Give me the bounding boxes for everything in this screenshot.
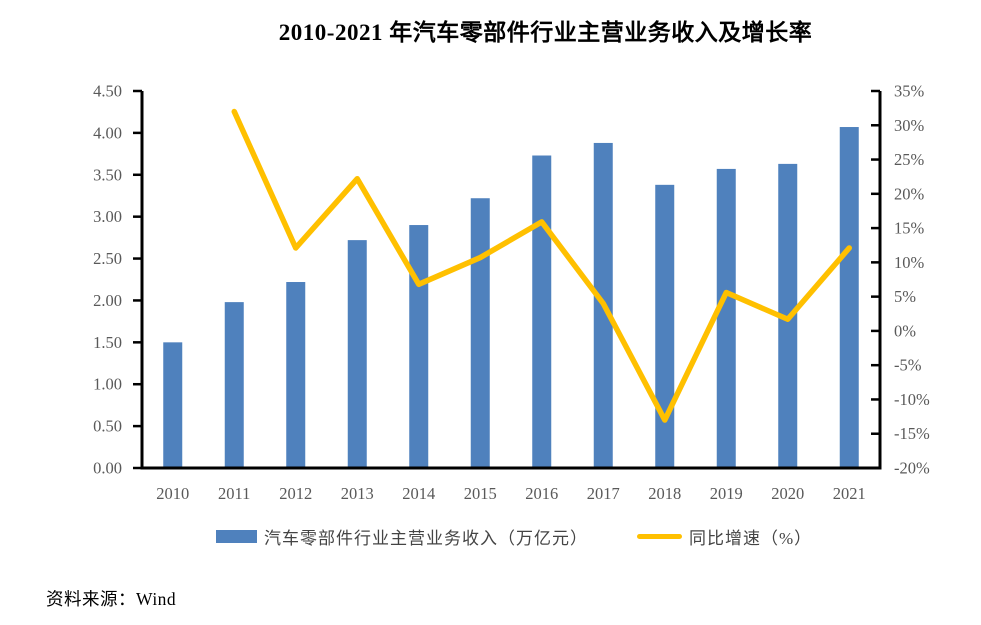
left-axis-tick-label: 2.50 — [93, 249, 122, 268]
growth-line — [231, 108, 852, 423]
left-axis-tick-label: 4.50 — [93, 82, 122, 101]
right-axis-tick-label: -5% — [894, 356, 922, 375]
legend-label-revenue: 汽车零部件行业主营业务收入（万亿元） — [264, 528, 588, 548]
right-axis-tick-label: -15% — [894, 424, 930, 443]
right-axis-tick-label: 20% — [894, 184, 925, 203]
bar-2019 — [716, 168, 736, 468]
bar-2011 — [224, 302, 244, 468]
left-axis-tick-label: 1.00 — [93, 375, 122, 394]
left-axis-tick-label: 0.00 — [93, 459, 122, 478]
x-axis-label-2014: 2014 — [402, 484, 435, 503]
left-axis-tick-label: 2.00 — [93, 291, 122, 310]
axis-lines — [140, 91, 882, 470]
right-axis-tick-label: 30% — [894, 116, 925, 135]
right-axis-tick-label: -10% — [894, 390, 930, 409]
x-axis-label-2013: 2013 — [341, 484, 374, 503]
right-axis-tick-label: 15% — [894, 219, 925, 238]
x-axis-label-2011: 2011 — [218, 484, 250, 503]
bar-2016 — [532, 155, 552, 468]
chart-title: 2010-2021 年汽车零部件行业主营业务收入及增长率 — [278, 20, 813, 45]
bar-2014 — [409, 225, 429, 468]
x-axis-label-2017: 2017 — [587, 484, 620, 503]
chart-canvas: 4.50 4.00 3.50 3.00 2.50 2.00 1.50 1.00 0.50 0.00… — [93, 82, 930, 504]
left-axis-tick-label: 1.50 — [93, 333, 122, 352]
legend-item-revenue: 汽车零部件行业主营业务收入（万亿元） — [216, 527, 588, 548]
left-axis-tick-label: 3.50 — [93, 165, 122, 184]
x-axis-label-2021: 2021 — [833, 484, 866, 503]
bar-2012 — [286, 282, 306, 468]
bar-2015 — [470, 198, 490, 469]
x-axis-label-2016: 2016 — [525, 484, 558, 503]
bar-2010 — [163, 342, 183, 468]
legend-item-growth: 同比增速（%） — [637, 527, 812, 548]
right-axis-tick-label: 5% — [894, 287, 916, 306]
data-source: 资料来源：Wind — [46, 589, 177, 609]
x-axis-label-2010: 2010 — [156, 484, 189, 503]
bar-2021 — [839, 127, 859, 468]
x-axis-label-2012: 2012 — [279, 484, 312, 503]
left-axis-tick-label: 0.50 — [93, 417, 122, 436]
bar-2013 — [347, 240, 367, 468]
x-axis-label-2019: 2019 — [710, 484, 743, 503]
right-axis-tick-label: 0% — [894, 321, 916, 340]
bar-2018 — [655, 184, 675, 468]
right-axis-tick-label: 35% — [894, 82, 925, 101]
right-axis-tick-label: 10% — [894, 253, 925, 272]
legend-bar-swatch — [216, 529, 257, 543]
x-axis-label-2015: 2015 — [464, 484, 497, 503]
left-axis-tick-label: 3.00 — [93, 207, 122, 226]
x-axis-label-2018: 2018 — [648, 484, 681, 503]
x-axis-label-2020: 2020 — [771, 484, 804, 503]
legend-line-swatch — [637, 533, 682, 539]
right-axis-tick-label: -20% — [894, 459, 930, 478]
right-axis-tick-label: 25% — [894, 150, 925, 169]
legend-label-growth: 同比增速（%） — [689, 528, 813, 548]
left-axis-tick-label: 4.00 — [93, 123, 122, 142]
